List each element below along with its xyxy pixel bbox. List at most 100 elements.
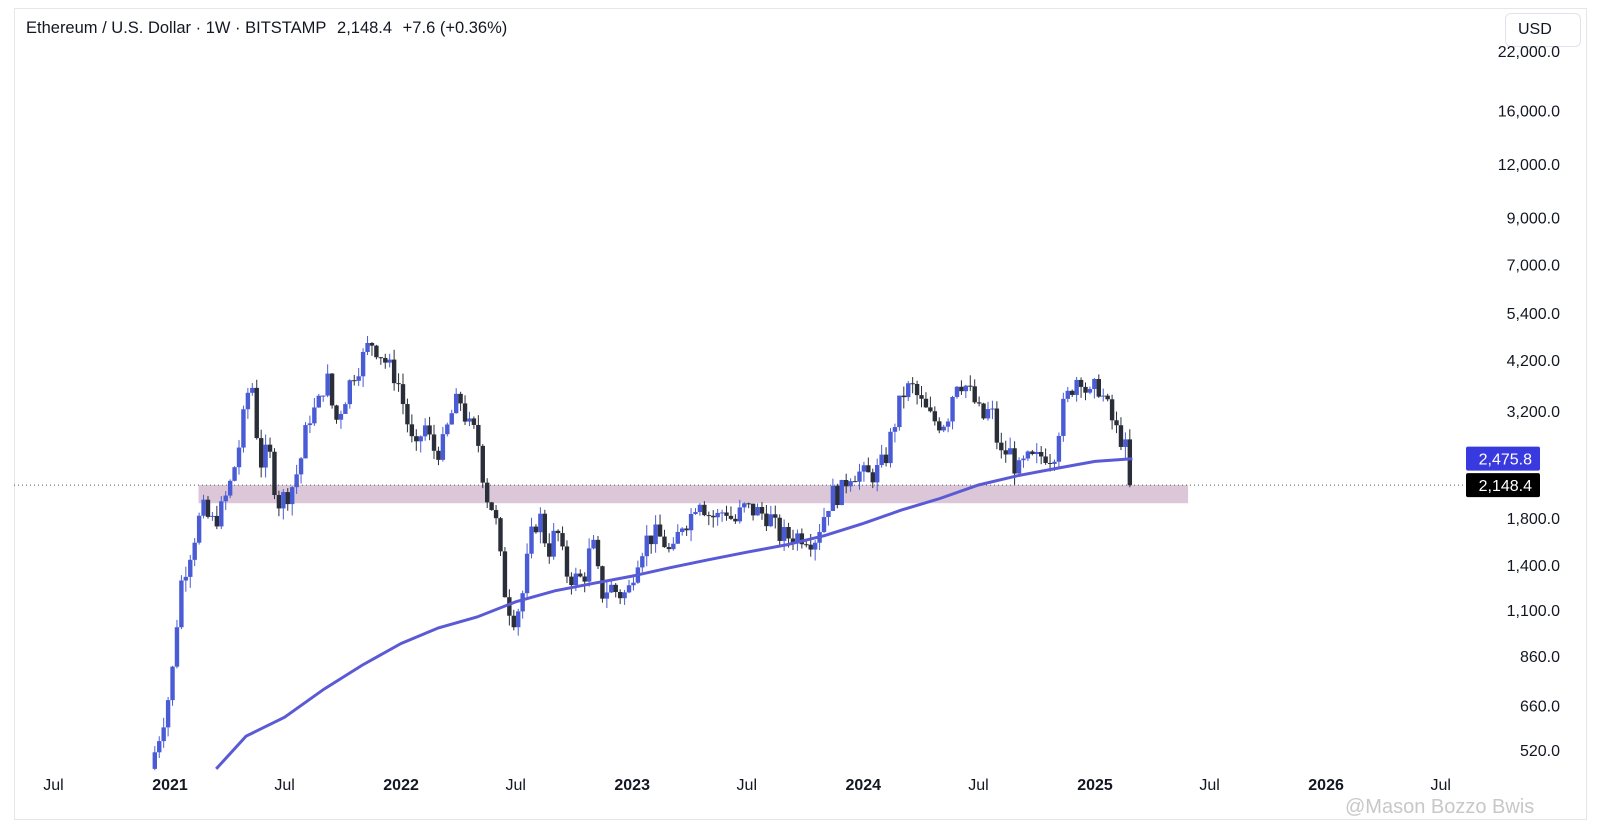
- candle-body: [453, 393, 459, 414]
- candle-body: [276, 495, 282, 509]
- candle-body: [564, 546, 570, 577]
- candle-body: [374, 345, 379, 358]
- candle-body: [875, 465, 880, 483]
- candle-body: [950, 396, 955, 422]
- candle-body: [715, 512, 720, 518]
- candle-body: [1065, 390, 1070, 399]
- candle-body: [542, 513, 548, 544]
- candle-body: [254, 387, 259, 439]
- candle-body: [1047, 462, 1053, 464]
- candle-body: [582, 576, 587, 582]
- candle-body: [937, 421, 942, 431]
- candle-body: [449, 413, 454, 425]
- candle-body: [662, 536, 667, 548]
- candle-body: [959, 386, 964, 392]
- candle-body: [334, 405, 339, 420]
- candle-body: [152, 752, 158, 769]
- candle-body: [706, 515, 711, 517]
- candle-body: [298, 458, 304, 475]
- candle-body: [1114, 420, 1119, 426]
- x-tick-label: 2025: [1077, 777, 1113, 794]
- candle-body: [520, 593, 525, 612]
- y-tick-label: 12,000.0: [1498, 157, 1560, 174]
- candle-body: [498, 518, 503, 552]
- candle-body: [356, 376, 361, 381]
- currency-button[interactable]: USD: [1505, 13, 1581, 47]
- candle-body: [227, 480, 233, 496]
- candle-body: [445, 424, 450, 435]
- candle-body: [897, 395, 902, 428]
- y-tick-label: 16,000.0: [1498, 103, 1560, 120]
- candle-body: [157, 741, 162, 753]
- candle-body: [812, 542, 818, 550]
- candle-body: [493, 510, 499, 519]
- y-tick-label: 9,000.0: [1507, 211, 1560, 228]
- candle-body: [901, 395, 906, 398]
- candle-body: [188, 559, 193, 577]
- candle-body: [383, 357, 388, 363]
- candle-body: [994, 408, 1000, 443]
- candle-body: [981, 403, 986, 419]
- candle-body: [321, 395, 326, 397]
- candle-body: [626, 585, 632, 593]
- candle-body: [688, 513, 694, 531]
- candle-body: [843, 479, 849, 487]
- candle-body: [281, 492, 286, 509]
- candle-body: [533, 526, 539, 533]
- candle-body: [790, 538, 796, 544]
- candle-body: [192, 542, 197, 560]
- candle-body: [507, 597, 512, 616]
- candle-body: [733, 518, 738, 522]
- y-tick-label: 5,400.0: [1507, 306, 1560, 323]
- y-tick-label: 3,200.0: [1507, 404, 1560, 421]
- x-tick-label: 2026: [1308, 777, 1344, 794]
- candle-body: [653, 524, 658, 545]
- last-price-badge: [1466, 473, 1540, 498]
- candle-body: [307, 423, 313, 426]
- y-tick-label: 22,000.0: [1498, 44, 1560, 61]
- candle-body: [666, 547, 672, 550]
- candle-body: [750, 503, 756, 516]
- candle-body: [471, 418, 477, 425]
- candle-body: [201, 499, 206, 516]
- candle-body: [693, 512, 698, 514]
- candle-body: [489, 502, 494, 511]
- candle-body: [1092, 379, 1097, 389]
- candle-body: [347, 380, 353, 405]
- candle-body: [613, 584, 618, 592]
- candle-body: [241, 409, 246, 448]
- x-tick-label: Jul: [737, 777, 757, 794]
- candle-body: [538, 513, 543, 533]
- candle-body: [755, 507, 760, 516]
- candle-body: [1025, 451, 1031, 459]
- candle-body: [759, 507, 765, 514]
- candle-body: [205, 499, 211, 517]
- last-price-badge-label: 2,148.4: [1479, 478, 1532, 495]
- candle-body: [1030, 451, 1035, 455]
- candle-body: [737, 507, 743, 522]
- candle-body: [644, 535, 649, 557]
- x-tick-label: 2021: [152, 777, 188, 794]
- candle-body: [852, 481, 858, 483]
- candle-body: [405, 404, 410, 425]
- candle-body: [329, 373, 335, 406]
- candle-body: [387, 359, 392, 363]
- candle-body: [919, 395, 924, 399]
- candle-body: [839, 479, 844, 506]
- candle-body: [1109, 399, 1115, 421]
- candle-body: [476, 424, 481, 446]
- candle-body: [414, 436, 419, 442]
- candle-body: [680, 528, 685, 532]
- candle-body: [888, 431, 893, 464]
- candle-body: [857, 471, 862, 482]
- candle-body: [1078, 379, 1084, 387]
- candle-body: [502, 551, 508, 598]
- candle-body: [914, 383, 920, 396]
- candle-body: [316, 395, 321, 408]
- candle-body: [529, 526, 534, 554]
- symbol-header: Ethereum / U.S. Dollar · 1W · BITSTAMP 2…: [26, 19, 513, 38]
- candle-body: [272, 451, 277, 496]
- candle-body: [883, 454, 889, 464]
- candle-body: [1083, 386, 1088, 393]
